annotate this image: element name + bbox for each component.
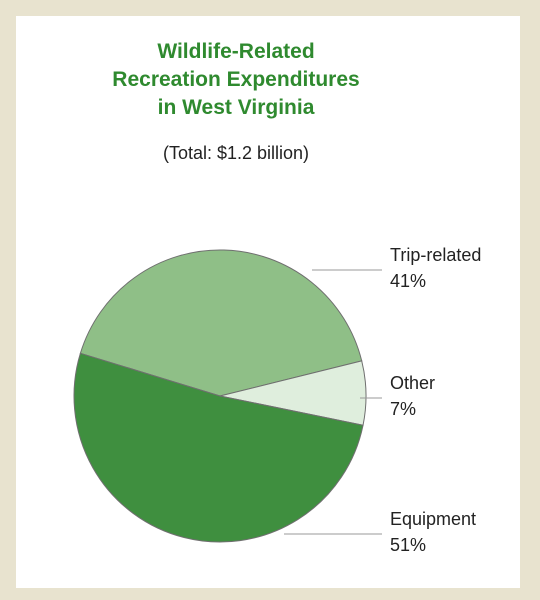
chart-title-line-3: in West Virginia xyxy=(157,96,315,119)
label-equipment-pct: 51% xyxy=(390,535,427,555)
label-other: Other 7% xyxy=(390,370,435,422)
chart-title-line-2: Recreation Expenditures xyxy=(112,68,360,91)
label-trip-related-pct: 41% xyxy=(390,271,427,291)
label-other-name: Other xyxy=(390,373,436,393)
label-trip-related: Trip-related 41% xyxy=(390,242,481,294)
slice-trip-related xyxy=(79,249,363,397)
chart-title: Wildlife-Related Recreation Expenditures… xyxy=(16,38,456,122)
pie-chart xyxy=(73,249,382,543)
chart-card: Wildlife-Related Recreation Expenditures… xyxy=(16,16,520,588)
chart-subtitle: (Total: $1.2 billion) xyxy=(162,143,310,163)
label-equipment: Equipment 51% xyxy=(390,506,476,558)
slice-equipment xyxy=(73,352,364,543)
label-other-pct: 7% xyxy=(390,399,417,419)
label-trip-related-name: Trip-related xyxy=(390,245,482,265)
label-equipment-name: Equipment xyxy=(390,509,477,529)
chart-title-line-1: Wildlife-Related xyxy=(157,40,315,63)
